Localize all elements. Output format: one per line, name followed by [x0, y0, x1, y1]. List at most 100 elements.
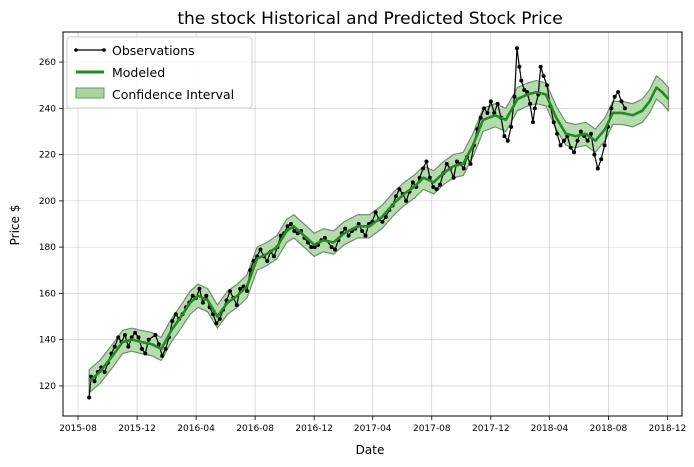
observation-point [561, 138, 566, 143]
observation-point [288, 222, 293, 226]
observation-point [468, 161, 473, 166]
x-tick-label: 2016-04 [177, 424, 215, 434]
observation-point [431, 184, 436, 189]
x-tick-label: 2017-12 [472, 424, 510, 434]
observation-point [356, 222, 361, 226]
observation-point [292, 228, 297, 233]
observation-point [538, 64, 543, 69]
observation-point [397, 187, 402, 192]
observation-point [502, 134, 507, 139]
observation-point [322, 235, 327, 240]
observation-point [312, 245, 317, 250]
observation-point [482, 106, 487, 111]
observation-point [517, 64, 522, 69]
observation-point [575, 138, 580, 143]
x-axis-title: Date [356, 443, 385, 457]
observation-point [143, 351, 148, 356]
observation-point [170, 319, 175, 324]
observation-point [126, 344, 131, 349]
observation-point [595, 166, 600, 171]
observation-point [116, 335, 121, 340]
observation-point [461, 166, 466, 171]
observation-point [227, 289, 232, 294]
legend-confidence-label: Confidence Interval [112, 87, 234, 102]
observation-point [265, 259, 270, 264]
observation-point [258, 247, 263, 252]
observation-point [346, 233, 351, 238]
y-tick-label: 200 [39, 197, 56, 207]
confidence-interval-band [88, 75, 670, 395]
y-tick-label: 120 [39, 382, 56, 392]
observation-point [488, 99, 493, 104]
observation-point [190, 293, 195, 298]
x-tick-label: 2017-04 [354, 424, 392, 434]
observation-point [393, 194, 398, 199]
x-tick-label: 2018-08 [590, 424, 628, 434]
legend: Observations Modeled Confidence Interval [66, 36, 253, 109]
observation-point [599, 157, 604, 162]
observation-point [505, 138, 510, 143]
observation-point [578, 129, 583, 134]
y-axis-ticks: 120 140 160 180 200 220 240 260 [39, 58, 63, 392]
observation-point [512, 94, 517, 99]
observation-point [153, 333, 158, 338]
observation-point [139, 346, 144, 351]
legend-observations-marker-end [102, 48, 106, 52]
observation-point [528, 101, 533, 106]
observation-point [163, 346, 168, 351]
y-tick-label: 140 [39, 336, 56, 346]
observation-point [421, 166, 426, 171]
observation-point [451, 175, 456, 180]
observation-point [197, 286, 202, 291]
x-tick-label: 2016-08 [236, 424, 274, 434]
observation-point [541, 73, 546, 78]
observation-point [438, 182, 443, 187]
observation-point [572, 150, 577, 155]
x-axis-ticks: 2015-08 2015-12 2016-04 2016-08 2016-12 2017-… [59, 416, 686, 434]
observation-point [519, 78, 524, 83]
y-tick-label: 260 [39, 58, 56, 68]
observation-point [444, 161, 449, 166]
observation-point [214, 321, 219, 326]
observation-point [309, 245, 314, 250]
observation-point [568, 145, 573, 150]
y-tick-label: 180 [39, 243, 56, 253]
observation-point [602, 143, 607, 148]
legend-observations-marker-start [74, 48, 78, 52]
observation-point [424, 159, 429, 164]
observation-point [410, 180, 415, 185]
observation-point [112, 344, 117, 349]
observation-point [612, 94, 617, 99]
observation-point [173, 312, 178, 317]
modeled-layer [88, 86, 670, 383]
observation-point [329, 245, 334, 250]
observation-point [589, 131, 594, 136]
observation-point [383, 215, 388, 220]
observation-point [360, 228, 365, 233]
observation-point [616, 90, 621, 95]
observation-point [129, 335, 134, 340]
x-tick-label: 2016-12 [295, 424, 333, 434]
observation-point [592, 152, 597, 157]
observation-point [363, 233, 368, 238]
observation-point [92, 379, 97, 384]
observation-point [156, 342, 161, 347]
observation-point [380, 219, 385, 224]
chart-title: the stock Historical and Predicted Stock… [177, 9, 562, 29]
observation-point [485, 110, 490, 115]
observation-point [234, 302, 239, 307]
x-tick-label: 2018-04 [531, 424, 569, 434]
observation-point [622, 106, 627, 111]
observation-point [522, 87, 527, 92]
observation-point [585, 138, 590, 143]
observation-point [609, 106, 614, 111]
observation-point [373, 210, 378, 215]
observation-point [619, 99, 624, 104]
observation-point [285, 224, 290, 229]
legend-confidence-swatch [75, 87, 105, 99]
observation-point [204, 293, 209, 298]
observation-point [238, 286, 243, 291]
observation-point [555, 131, 560, 136]
observation-point [217, 316, 222, 321]
y-axis-title: Price $ [8, 205, 22, 246]
